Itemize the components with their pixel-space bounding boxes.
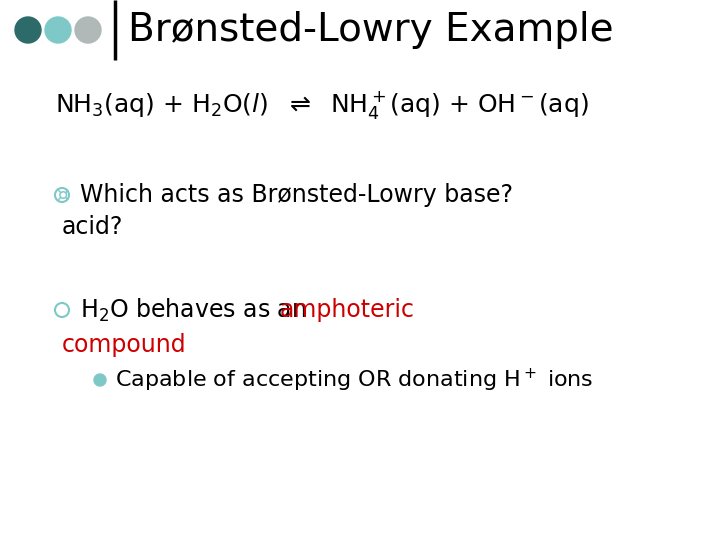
- Text: H$_2$O behaves as an: H$_2$O behaves as an: [80, 296, 308, 323]
- Text: Brønsted-Lowry Example: Brønsted-Lowry Example: [128, 11, 613, 49]
- Text: Which acts as Brønsted-Lowry base?: Which acts as Brønsted-Lowry base?: [80, 183, 513, 207]
- Text: acid?: acid?: [62, 215, 123, 239]
- Circle shape: [94, 374, 106, 386]
- Text: NH$_3$(aq) + H$_2$O($l$)  $\rightleftharpoons$  NH$_4^+$(aq) + OH$^-$(aq): NH$_3$(aq) + H$_2$O($l$) $\rightleftharp…: [55, 89, 589, 121]
- Text: Capable of accepting OR donating H$^+$ ions: Capable of accepting OR donating H$^+$ i…: [115, 366, 593, 394]
- Circle shape: [75, 17, 101, 43]
- Text: amphoteric: amphoteric: [280, 298, 415, 322]
- Circle shape: [45, 17, 71, 43]
- Circle shape: [15, 17, 41, 43]
- Text: compound: compound: [62, 333, 186, 357]
- Text: ¤: ¤: [56, 186, 68, 205]
